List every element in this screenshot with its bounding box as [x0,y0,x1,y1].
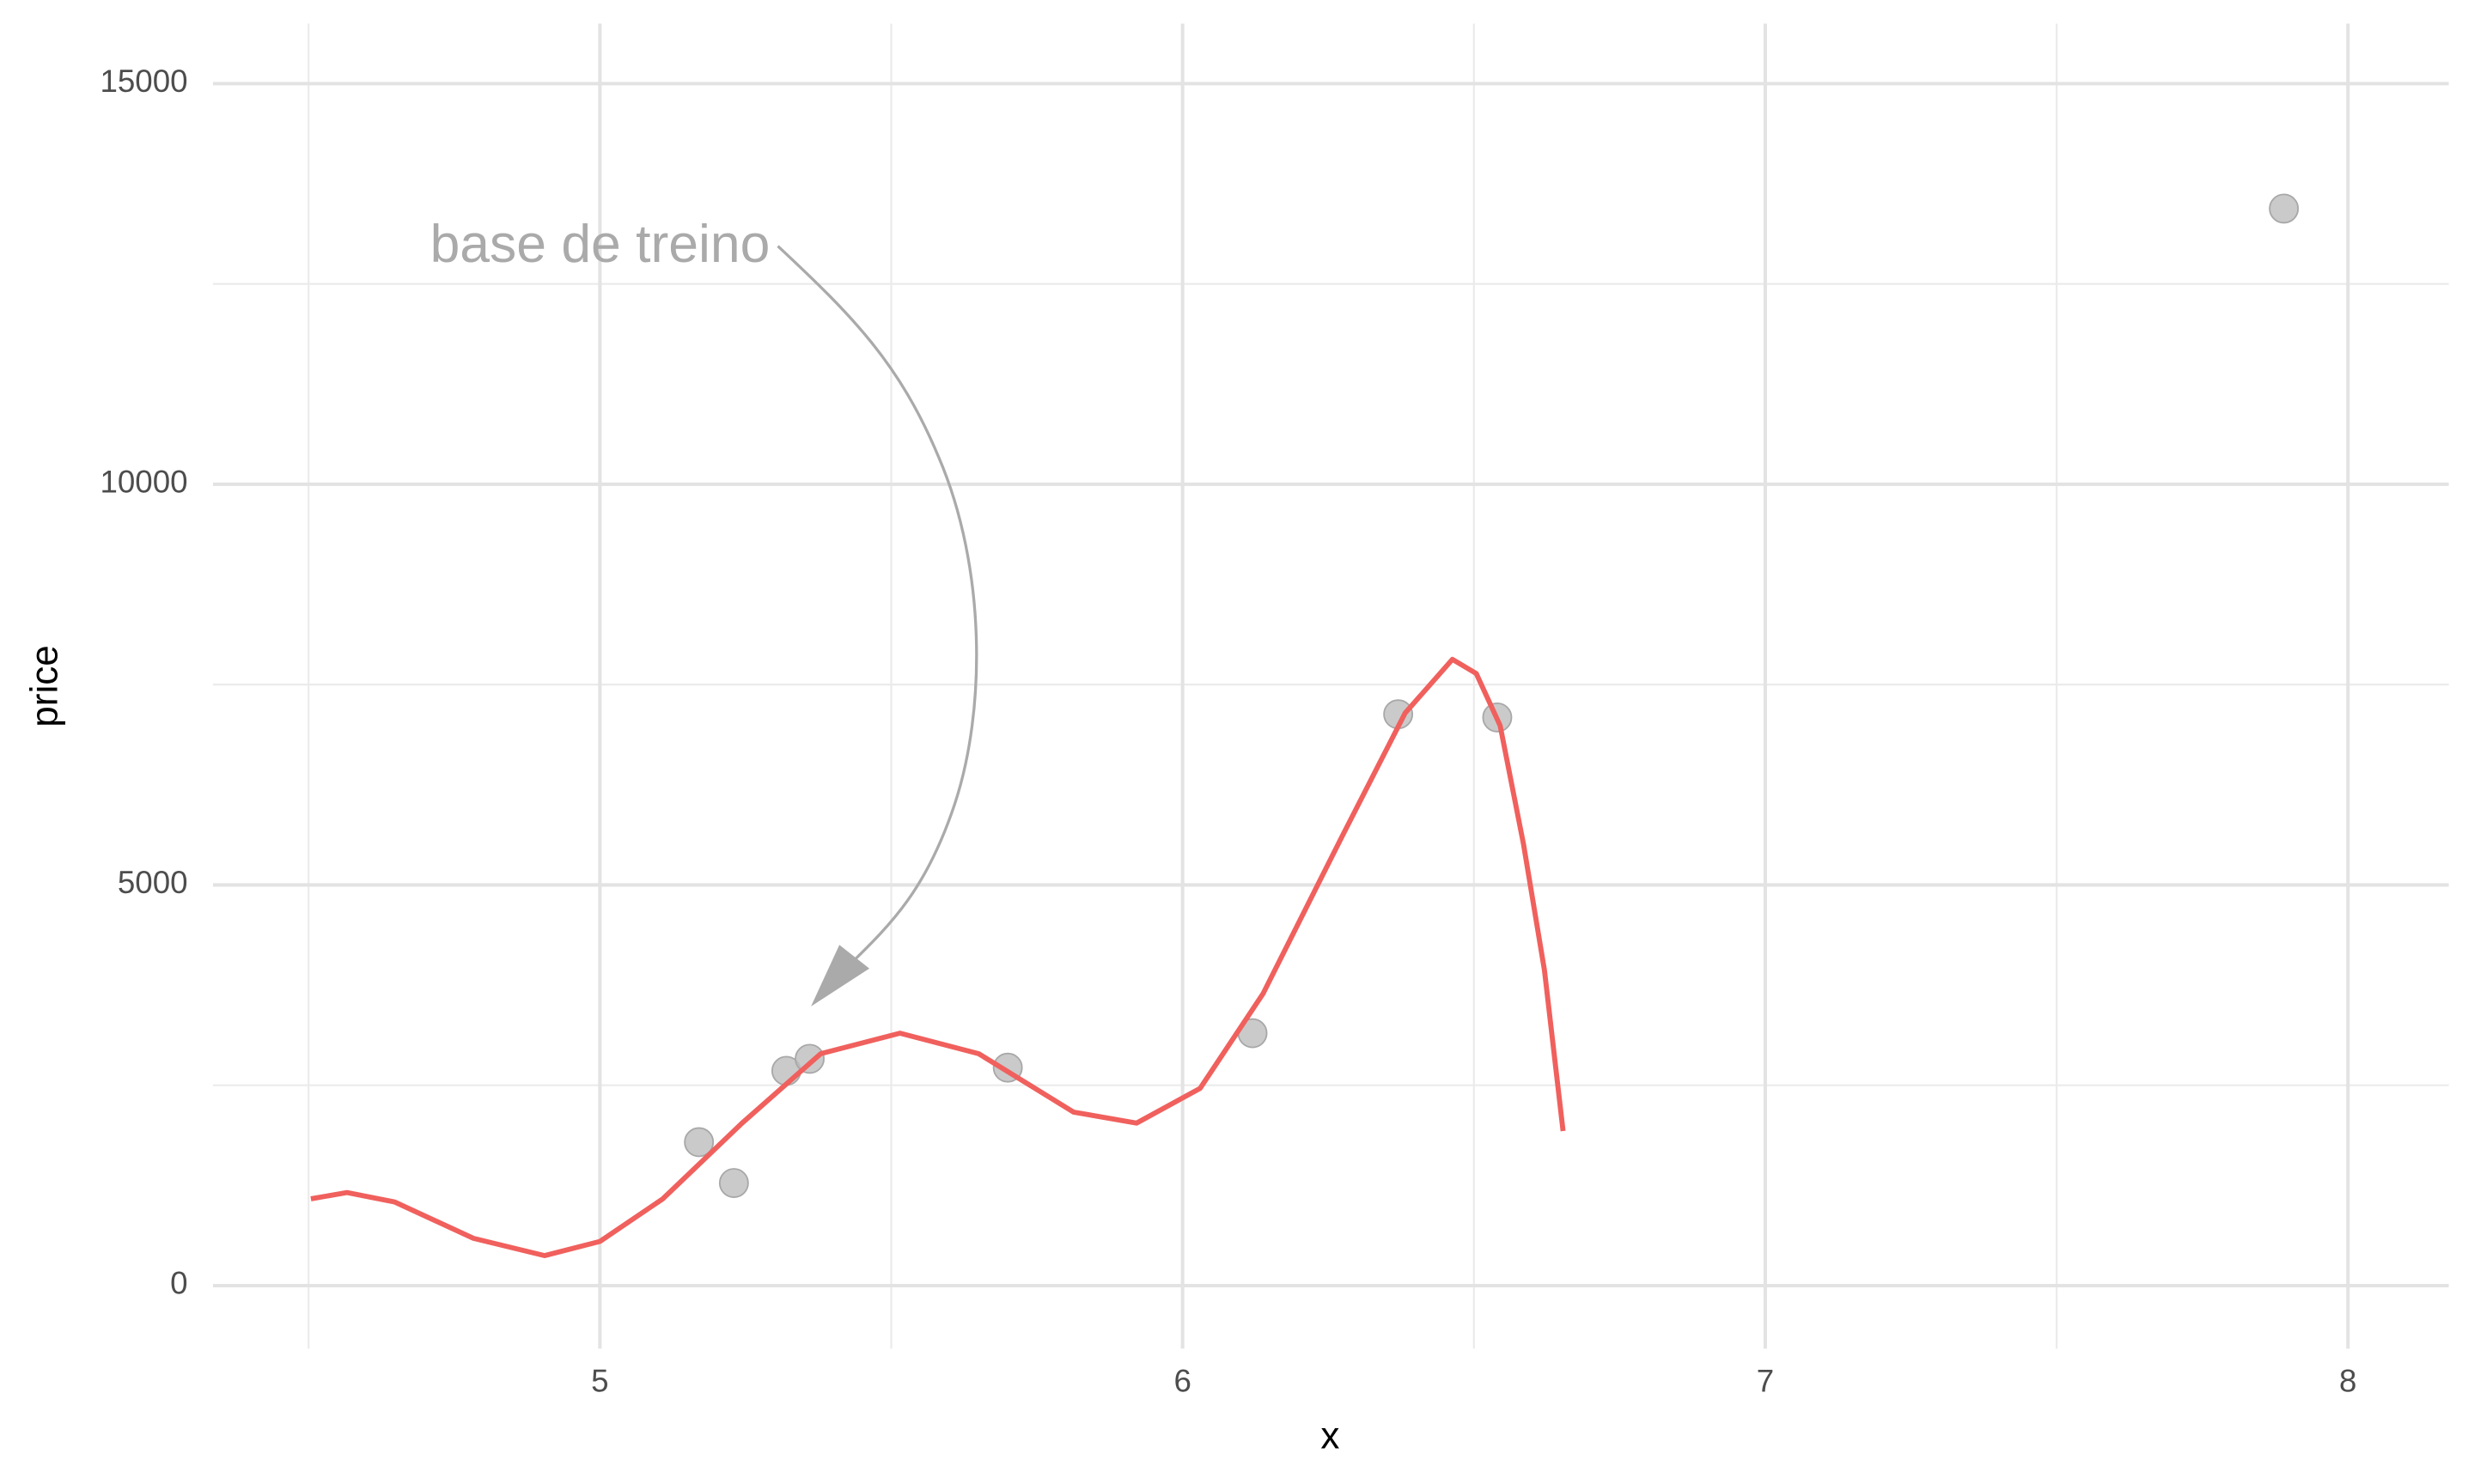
fit-line [310,656,1566,1259]
y-tick-label: 15000 [100,64,187,99]
x-tick-label: 8 [2339,1364,2356,1399]
x-tick-label: 6 [1173,1364,1191,1399]
point [2269,193,2300,224]
y-axis-title: price [24,645,66,727]
annotation: base de treino [430,214,771,274]
annotation-arrow [777,245,978,979]
grid: 5 6 7 8 0 5000 10000 15000 [100,23,2449,1399]
point [718,1168,749,1198]
y-tick-label: 10000 [100,465,187,500]
x-tick-label: 5 [591,1364,608,1399]
y-tick-label: 0 [170,1266,187,1301]
arrow-head [811,945,870,1007]
point [795,1043,825,1074]
x-axis-title: x [1320,1415,1339,1457]
marks [310,193,2300,1259]
point [684,1127,715,1158]
x-tick-label: 7 [1757,1364,1774,1399]
y-tick-label: 5000 [118,865,188,900]
